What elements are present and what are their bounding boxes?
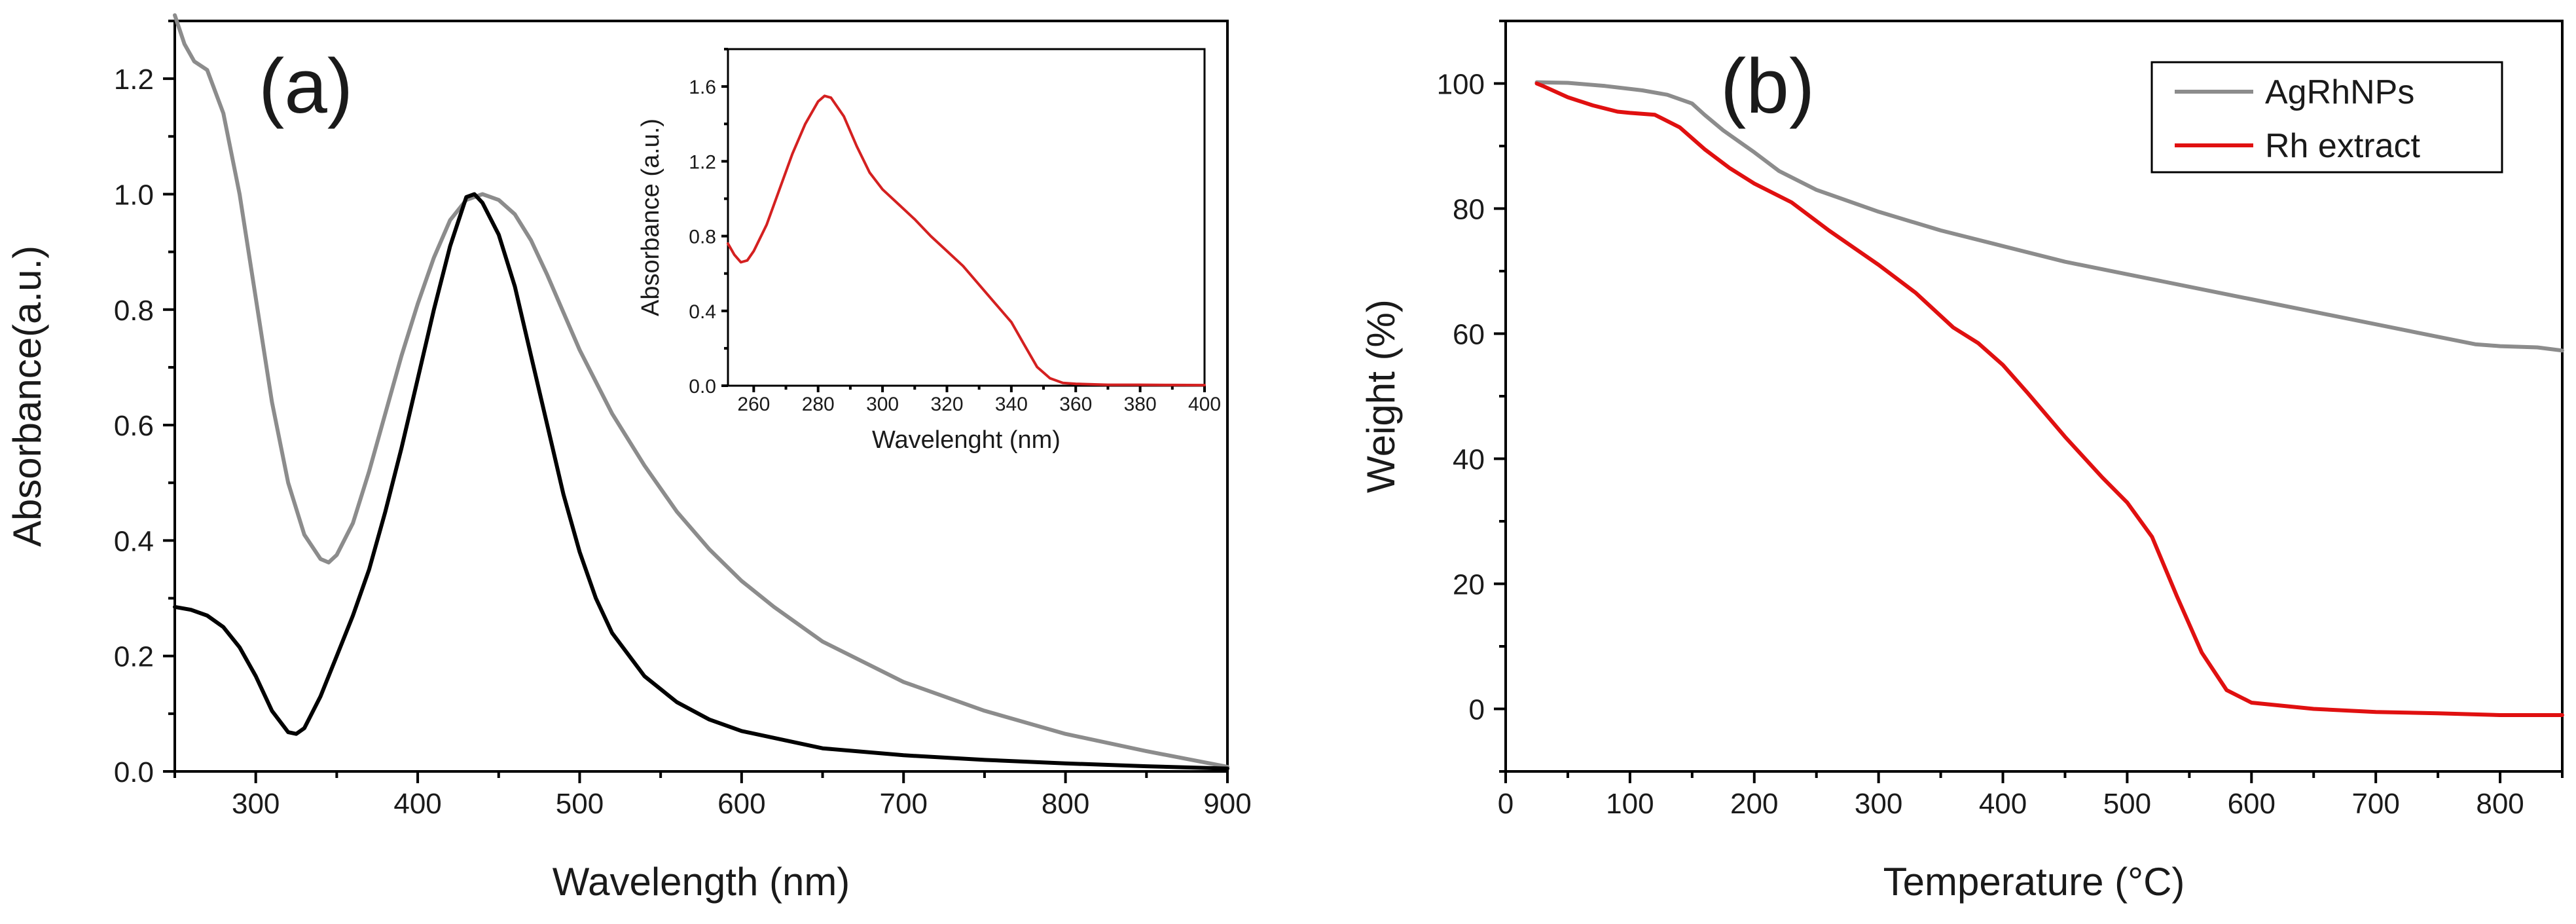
chart-b-y-axis-title: Weight (%) [1359, 299, 1403, 493]
inset-x-tick-label: 300 [866, 394, 899, 415]
chart-a-panel-label: (a) [259, 43, 353, 130]
inset-y-axis-title: Absorbance (a.u.) [637, 119, 664, 316]
legend-box [2150, 61, 2503, 174]
chart-a-y-tick-label: 0.4 [114, 525, 154, 557]
chart-b-x-tick-label: 400 [1979, 788, 2027, 820]
chart-b-x-tick-label: 800 [2476, 788, 2524, 820]
chart-a-y-tick-label: 0.6 [114, 410, 154, 442]
chart-a-y-tick-label: 1.2 [114, 64, 154, 96]
inset-x-tick-label: 380 [1124, 394, 1157, 415]
chart-a-inset: 260 280 300 320 340 360 380 400 0.0 0.4 0.8 1.2 1.6… [637, 48, 1221, 454]
chart-b-x-tick-label: 300 [1855, 788, 1902, 820]
chart-a-y-tick-label: 0.2 [114, 641, 154, 673]
chart-b-y-tick-label: 100 [1437, 69, 1485, 101]
chart-b-x-tick-label: 100 [1606, 788, 1654, 820]
chart-b-y-tick-label: 80 [1453, 194, 1485, 226]
chart-b-x-tick-label: 600 [2228, 788, 2276, 820]
chart-a-x-axis-title: Wavelength (nm) [553, 860, 850, 904]
inset-y-tick-label: 1.6 [689, 77, 716, 98]
chart-b-legend: AgRhNPs Rh extract [2150, 61, 2503, 174]
chart-a-x-tick-label: 900 [1203, 788, 1251, 820]
chart-b-y-tick-label: 40 [1453, 444, 1485, 476]
chart-a-x-tick-label: 300 [232, 788, 280, 820]
chart-b-x-axis-title: Temperature (°C) [1883, 860, 2185, 904]
chart-a-x-tick-label: 700 [880, 788, 928, 820]
chart-b-x-tick-label: 200 [1730, 788, 1778, 820]
legend-label-agrhnps: AgRhNPs [2265, 73, 2414, 111]
chart-a-y-tick-label: 0.8 [114, 295, 154, 327]
chart-a-x-tick-label: 600 [717, 788, 765, 820]
chart-a-plot-frame [173, 20, 1229, 773]
chart-a-series-black-spectrum [173, 192, 1229, 771]
chart-b-series-agrhnps [1534, 80, 2564, 353]
inset-x-tick-label: 400 [1188, 394, 1221, 415]
chart-b: 0 100 200 300 400 500 600 700 800 0 20 40 60 80 100 (… [1359, 20, 2564, 904]
inset-x-axis-title: Wavelenght (nm) [872, 426, 1061, 454]
chart-a-series-gray-spectrum [173, 13, 1229, 769]
legend-label-rh-extract: Rh extract [2265, 127, 2421, 165]
chart-b-series-rh-extract [1534, 81, 2564, 717]
inset-x-tick-label: 360 [1059, 394, 1092, 415]
inset-plot-frame [727, 48, 1206, 387]
inset-y-tick-label: 0.4 [689, 301, 716, 323]
chart-b-panel-label: (b) [1720, 43, 1815, 130]
inset-y-tick-label: 0.0 [689, 376, 716, 397]
inset-series-rh-extract [727, 94, 1206, 387]
chart-a-y-tick-label: 0.0 [114, 756, 154, 788]
chart-b-x-tick-label: 0 [1498, 788, 1514, 820]
inset-y-tick-label: 1.2 [689, 151, 716, 173]
inset-x-tick-label: 280 [802, 394, 835, 415]
chart-a-x-tick-label: 400 [393, 788, 441, 820]
chart-b-y-tick-label: 60 [1453, 319, 1485, 351]
chart-a-x-tick-label: 500 [556, 788, 604, 820]
inset-x-tick-label: 260 [737, 394, 770, 415]
chart-b-y-tick-label: 20 [1453, 569, 1485, 601]
inset-y-tick-label: 0.8 [689, 227, 716, 248]
chart-a-y-axis-title: Absorbance(a.u.) [5, 246, 49, 547]
chart-a-x-tick-label: 800 [1042, 788, 1089, 820]
chart-b-y-tick-label: 0 [1469, 694, 1485, 726]
inset-x-tick-label: 340 [995, 394, 1028, 415]
chart-b-x-tick-label: 700 [2351, 788, 2399, 820]
chart-a: 300 400 500 600 700 800 900 0.0 0.2 0.4 0.6 0.8 1.0… [5, 13, 1252, 904]
chart-b-x-tick-label: 500 [2103, 788, 2151, 820]
inset-x-tick-label: 320 [930, 394, 963, 415]
chart-a-y-tick-label: 1.0 [114, 179, 154, 211]
